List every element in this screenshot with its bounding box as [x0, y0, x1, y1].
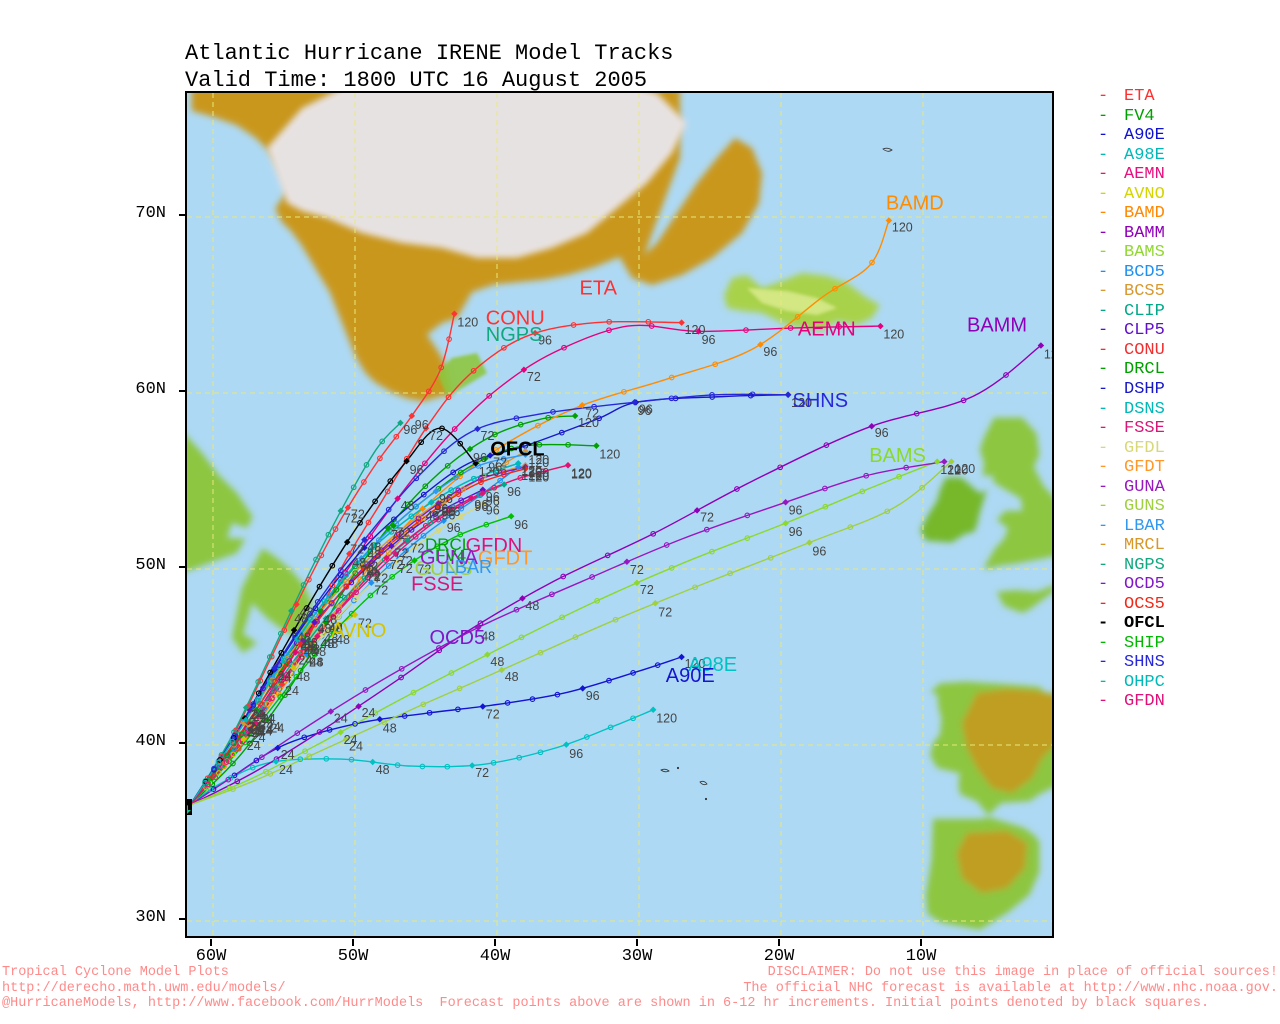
- svg-text:96: 96: [447, 521, 461, 535]
- svg-text:48: 48: [376, 763, 390, 777]
- svg-text:24: 24: [285, 684, 299, 698]
- svg-text:96: 96: [473, 451, 487, 465]
- svg-text:120: 120: [479, 465, 500, 479]
- svg-text:24: 24: [334, 712, 348, 726]
- svg-text:96: 96: [569, 747, 583, 761]
- svg-text:AVNO: AVNO: [331, 620, 386, 642]
- svg-text:24: 24: [349, 740, 363, 754]
- svg-text:OFCL: OFCL: [490, 438, 544, 460]
- svg-text:96: 96: [434, 503, 448, 517]
- svg-text:72: 72: [486, 708, 500, 722]
- svg-text:72: 72: [630, 563, 644, 577]
- svg-text:72: 72: [350, 542, 364, 556]
- svg-text:NGPS: NGPS: [486, 324, 543, 346]
- svg-text:BAMS: BAMS: [869, 445, 926, 467]
- svg-text:ETA: ETA: [580, 278, 618, 300]
- svg-text:96: 96: [702, 333, 716, 347]
- svg-text:96: 96: [789, 525, 803, 539]
- svg-text:SHNS: SHNS: [793, 390, 849, 412]
- svg-text:BAMM: BAMM: [967, 315, 1027, 337]
- svg-text:120: 120: [1044, 348, 1054, 362]
- svg-text:120: 120: [457, 316, 478, 330]
- svg-text:A90E: A90E: [666, 665, 715, 687]
- svg-text:120: 120: [656, 712, 677, 726]
- svg-text:72: 72: [475, 766, 489, 780]
- svg-text:24: 24: [279, 763, 293, 777]
- svg-text:48: 48: [296, 670, 310, 684]
- svg-text:72: 72: [658, 605, 672, 619]
- svg-text:96: 96: [514, 518, 528, 532]
- svg-text:72: 72: [527, 370, 541, 384]
- svg-text:72: 72: [429, 429, 443, 443]
- svg-text:24: 24: [281, 748, 295, 762]
- svg-text:72: 72: [360, 564, 374, 578]
- svg-text:48: 48: [300, 641, 314, 655]
- svg-text:72: 72: [700, 511, 714, 525]
- svg-text:LBAR: LBAR: [445, 557, 492, 577]
- svg-text:OCD5: OCD5: [430, 627, 486, 649]
- svg-text:120: 120: [954, 462, 975, 476]
- svg-text:96: 96: [763, 345, 777, 359]
- svg-text:BAMD: BAMD: [886, 193, 944, 215]
- svg-text:96: 96: [410, 463, 424, 477]
- svg-text:120: 120: [892, 221, 913, 235]
- svg-text:120: 120: [599, 448, 620, 462]
- svg-text:48: 48: [505, 670, 519, 684]
- svg-text:96: 96: [586, 689, 600, 703]
- svg-text:24: 24: [259, 724, 273, 738]
- svg-text:72: 72: [344, 512, 358, 526]
- svg-text:48: 48: [367, 540, 381, 554]
- svg-text:FSSE: FSSE: [411, 574, 463, 596]
- svg-text:96: 96: [812, 544, 826, 558]
- svg-text:120: 120: [521, 465, 542, 479]
- svg-text:48: 48: [383, 722, 397, 736]
- svg-text:96: 96: [403, 423, 417, 437]
- svg-text:AEMN: AEMN: [798, 318, 856, 340]
- svg-text:48: 48: [525, 599, 539, 613]
- svg-text:120: 120: [883, 328, 904, 342]
- svg-text:48: 48: [401, 499, 415, 513]
- svg-text:120: 120: [571, 467, 592, 481]
- svg-text:72: 72: [585, 406, 599, 420]
- svg-text:96: 96: [474, 498, 488, 512]
- svg-text:72: 72: [640, 583, 654, 597]
- svg-text:48: 48: [490, 655, 504, 669]
- svg-text:72: 72: [397, 526, 411, 540]
- svg-text:72: 72: [390, 558, 404, 572]
- svg-text:48: 48: [294, 612, 308, 626]
- svg-text:24: 24: [278, 669, 292, 683]
- svg-text:96: 96: [638, 404, 652, 418]
- svg-text:96: 96: [875, 426, 889, 440]
- svg-text:96: 96: [507, 485, 521, 499]
- svg-text:96: 96: [789, 503, 803, 517]
- svg-text:24: 24: [362, 706, 376, 720]
